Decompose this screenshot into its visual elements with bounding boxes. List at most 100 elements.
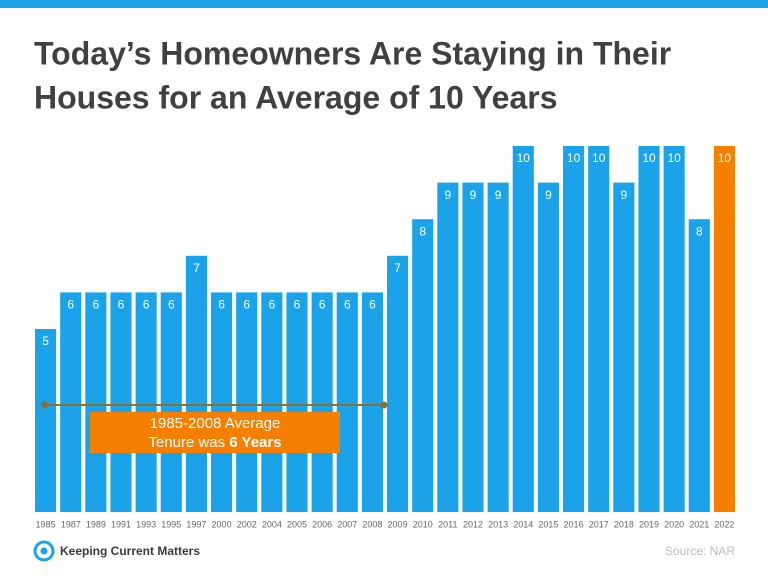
average-line xyxy=(41,401,388,409)
bar xyxy=(713,146,735,512)
value-label: 10 xyxy=(517,151,531,165)
value-label: 6 xyxy=(243,298,250,312)
value-label: 6 xyxy=(319,298,326,312)
annotation: 1985-2008 Average xyxy=(150,415,281,432)
average-endpoint xyxy=(380,401,388,409)
bar xyxy=(60,292,82,512)
value-label: 9 xyxy=(445,188,452,202)
value-label: 6 xyxy=(344,298,351,312)
x-tick-label: 1997 xyxy=(186,519,206,529)
bar xyxy=(135,292,157,512)
bar xyxy=(336,292,358,512)
bar xyxy=(110,292,132,512)
value-label: 6 xyxy=(294,298,301,312)
plot: 1985 5 1987 6 1989 6 1991 6 1993 6 1995 6 1997 7 2000 6… xyxy=(35,146,735,529)
value-label: 6 xyxy=(369,298,376,312)
x-tick-label: 2000 xyxy=(212,519,232,529)
annotation: Tenure was xyxy=(148,434,225,451)
bar xyxy=(412,219,434,512)
value-label: 6 xyxy=(143,298,150,312)
value-label: 10 xyxy=(642,151,656,165)
x-tick-label: 2006 xyxy=(312,519,332,529)
x-tick-label: 2012 xyxy=(463,519,483,529)
x-tick-label: 2002 xyxy=(237,519,257,529)
top-stripe xyxy=(0,0,768,8)
value-label: 6 xyxy=(168,298,175,312)
bar xyxy=(185,255,207,513)
x-tick-label: 1995 xyxy=(161,519,181,529)
value-label: 5 xyxy=(42,334,49,348)
bar xyxy=(487,182,509,512)
bar xyxy=(311,292,333,512)
x-tick-label: 1987 xyxy=(61,519,81,529)
x-tick-label: 2018 xyxy=(614,519,634,529)
x-tick-label: 2014 xyxy=(513,519,533,529)
logo-text: Keeping Current Matters xyxy=(60,544,200,558)
value-label: 10 xyxy=(667,151,681,165)
value-label: 9 xyxy=(470,188,477,202)
x-tick-label: 2004 xyxy=(262,519,282,529)
x-tick-label: 2021 xyxy=(689,519,709,529)
x-tick-label: 1993 xyxy=(136,519,156,529)
value-label: 9 xyxy=(545,188,552,202)
x-tick-label: 2005 xyxy=(287,519,307,529)
value-label: 10 xyxy=(567,151,581,165)
bar xyxy=(361,292,383,512)
bar xyxy=(211,292,233,512)
annotation-box xyxy=(90,412,340,453)
x-tick-label: 2013 xyxy=(488,519,508,529)
bar xyxy=(261,292,283,512)
x-tick-label: 2011 xyxy=(438,519,457,529)
bar xyxy=(638,146,660,512)
value-label: 8 xyxy=(419,224,426,238)
bar xyxy=(688,219,710,512)
chart-title: Houses for an Average of 10 Years xyxy=(34,79,558,115)
value-label: 6 xyxy=(93,298,100,312)
value-label: 6 xyxy=(67,298,74,312)
x-tick-label: 2015 xyxy=(538,519,558,529)
x-tick-label: 1989 xyxy=(86,519,106,529)
value-label: 9 xyxy=(495,188,502,202)
x-tick-label: 2019 xyxy=(639,519,659,529)
x-tick-label: 1991 xyxy=(111,519,131,529)
logo-icon xyxy=(33,540,55,562)
value-label: 6 xyxy=(118,298,125,312)
value-label: 6 xyxy=(218,298,225,312)
x-tick-label: 2017 xyxy=(589,519,609,529)
value-label: 10 xyxy=(718,151,732,165)
bar xyxy=(613,182,635,512)
x-tick-label: 2009 xyxy=(388,519,408,529)
source: Source: NAR xyxy=(665,544,735,558)
x-tick-label: 2010 xyxy=(413,519,433,529)
x-tick-label: 2022 xyxy=(714,519,734,529)
bar xyxy=(588,146,610,512)
bar xyxy=(462,182,484,512)
value-label: 9 xyxy=(621,188,628,202)
bar xyxy=(160,292,182,512)
value-label: 6 xyxy=(269,298,276,312)
bar xyxy=(236,292,258,512)
bar xyxy=(663,146,685,512)
annotation: Tenure was 6 Years xyxy=(148,434,281,451)
bar xyxy=(387,255,409,513)
bar xyxy=(512,146,534,512)
chart-title: Today’s Homeowners Are Staying in Their xyxy=(34,35,671,71)
bar xyxy=(286,292,308,512)
bar xyxy=(437,182,459,512)
value-label: 7 xyxy=(193,261,200,275)
x-tick-label: 1985 xyxy=(36,519,56,529)
bar xyxy=(537,182,559,512)
bar xyxy=(85,292,107,512)
value-label: 7 xyxy=(394,261,401,275)
x-tick-label: 2007 xyxy=(337,519,357,529)
value-label: 8 xyxy=(696,224,703,238)
value-label: 10 xyxy=(592,151,606,165)
x-tick-label: 2008 xyxy=(362,519,382,529)
annotation-highlight: 6 Years xyxy=(229,434,281,451)
x-tick-label: 2020 xyxy=(664,519,684,529)
bar xyxy=(563,146,585,512)
logo: Keeping Current Matters xyxy=(33,540,200,562)
bar xyxy=(35,329,57,512)
logo-icon xyxy=(40,547,48,555)
